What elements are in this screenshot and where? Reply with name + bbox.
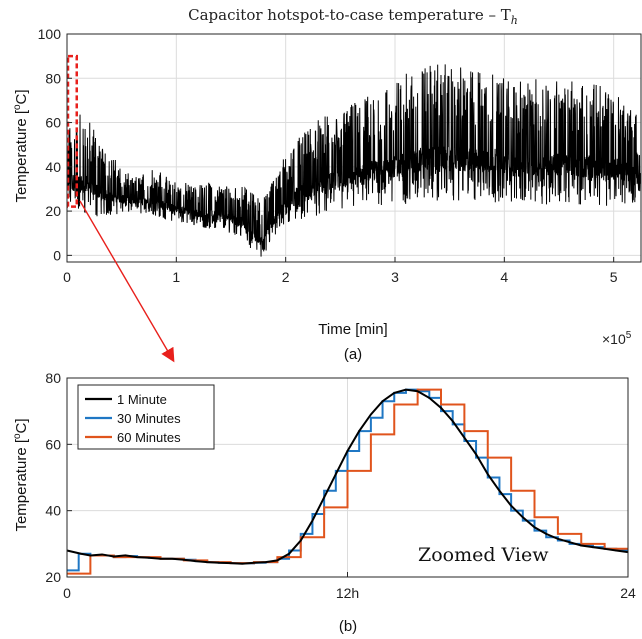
bottom-chart-annotation: Zoomed View xyxy=(418,544,549,566)
top-chart-y-axis-label-unit: C] xyxy=(13,89,30,104)
bottom-chart-y-tick-label: 40 xyxy=(45,503,61,519)
top-chart-x-axis-label: Time [min] xyxy=(318,321,387,338)
top-chart-x-tick-label: 1 xyxy=(172,269,180,285)
top-chart-axes-frame xyxy=(66,33,642,263)
bottom-chart-y-axis-label: Temperature [oC] xyxy=(12,418,30,531)
bottom-chart-x-tick-label: 0 xyxy=(63,585,71,601)
bottom-chart-series xyxy=(66,388,629,575)
top-chart-y-tick-label: 80 xyxy=(45,70,61,86)
bottom-chart-y-axis-label-sup: o xyxy=(12,433,23,439)
top-chart-panel: Capacitor hotspot-to-case temperature – … xyxy=(12,6,642,363)
bottom-chart-panel: 0 12h 24 20 40 60 80 Temperature [oC] Zoomed V… xyxy=(12,370,636,635)
bottom-chart-y-axis-label-base: Temperature [ xyxy=(13,438,30,531)
top-chart-y-tick-label: 20 xyxy=(45,203,61,219)
top-chart-y-tick-label: 0 xyxy=(53,247,61,263)
top-chart-x-tick-label: 5 xyxy=(610,269,618,285)
top-chart-x-exponent-power: 5 xyxy=(626,330,632,341)
bottom-chart-legend-label: 30 Minutes xyxy=(117,411,181,426)
top-chart-zoom-rectangle xyxy=(66,54,78,208)
top-chart-x-exponent-base: ×10 xyxy=(602,331,626,347)
top-chart-y-axis-label: Temperature [oC] xyxy=(12,89,30,202)
bottom-chart-y-tick-label: 60 xyxy=(45,436,61,452)
top-chart-y-tick-label: 100 xyxy=(38,26,62,42)
top-chart-zoom-box xyxy=(66,54,78,208)
bottom-chart-y-tick-label: 20 xyxy=(45,569,61,585)
bottom-chart-y-tick-label: 80 xyxy=(45,370,61,386)
zoom-arrow xyxy=(79,200,175,363)
top-chart-x-tick-label: 3 xyxy=(391,269,399,285)
top-chart-x-tick-label: 0 xyxy=(63,269,71,285)
bottom-chart-panel-label: (b) xyxy=(339,618,357,635)
bottom-chart-y-axis-label-unit: C] xyxy=(13,418,30,433)
top-chart-x-tick-label: 2 xyxy=(282,269,290,285)
top-chart-x-exponent: ×105 xyxy=(602,330,632,347)
top-chart-x-tick-label: 4 xyxy=(500,269,508,285)
top-chart-title-text: Capacitor hotspot-to-case temperature – … xyxy=(188,6,511,24)
top-chart-series xyxy=(66,64,642,257)
bottom-chart-x-tick-label: 12h xyxy=(336,585,359,601)
bottom-chart-legend: 1 Minute 30 Minutes 60 Minutes xyxy=(77,384,215,450)
bottom-chart-legend-label: 1 Minute xyxy=(117,392,167,407)
top-chart-y-tick-label: 40 xyxy=(45,159,61,175)
top-chart-y-axis-label-sup: o xyxy=(12,104,23,110)
top-chart-ticks xyxy=(66,33,615,262)
top-chart-temperature-line xyxy=(66,64,642,257)
top-chart-panel-label: (a) xyxy=(344,346,362,363)
bottom-chart-series-1 xyxy=(66,388,629,565)
top-chart-y-tick-label: 60 xyxy=(45,115,61,131)
bottom-chart-x-tick-label: 24 xyxy=(620,585,636,601)
top-chart-title-subscript: h xyxy=(511,14,518,27)
top-chart-y-axis-label-base: Temperature [ xyxy=(13,109,30,202)
bottom-chart-ticks xyxy=(66,377,629,578)
top-chart-tick-labels: 0 1 2 3 4 5 0 20 40 60 80 100 xyxy=(38,26,618,285)
bottom-chart-tick-labels: 0 12h 24 20 40 60 80 xyxy=(45,370,636,601)
top-chart-title: Capacitor hotspot-to-case temperature – … xyxy=(188,6,518,27)
bottom-chart-legend-label: 60 Minutes xyxy=(117,430,181,445)
